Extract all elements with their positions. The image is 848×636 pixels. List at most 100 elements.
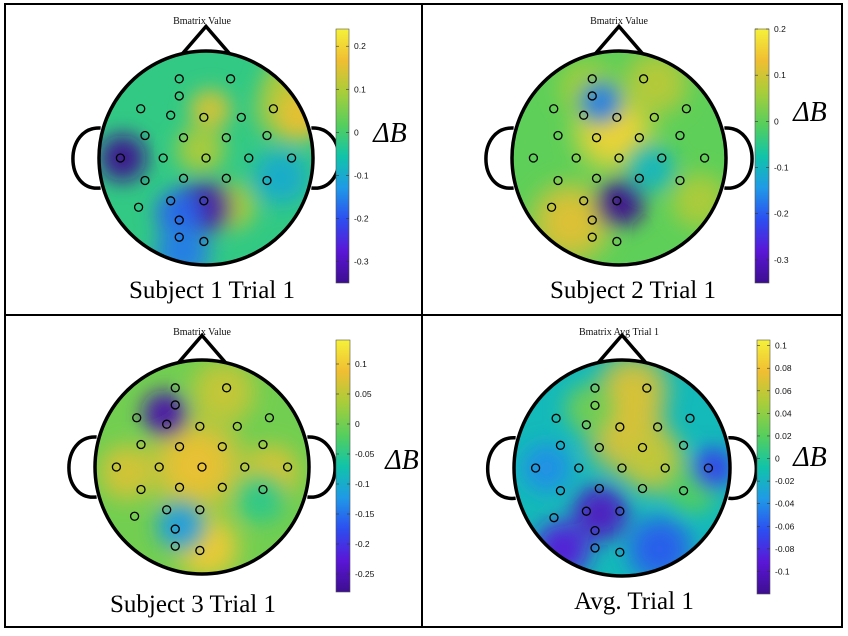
colorbar-tick-label: -0.1 (774, 163, 789, 173)
colorbar-tick-label: 0.06 (775, 386, 792, 396)
electrode-marker (574, 463, 584, 473)
electrode-marker (199, 112, 209, 122)
electrode-marker (555, 440, 566, 450)
heatmap-blob (617, 506, 703, 576)
colorbar-tick-label: 0 (354, 127, 359, 137)
colorbar (335, 28, 350, 284)
electrode-marker (174, 91, 184, 101)
colorbar (754, 28, 770, 284)
colorbar-label: ΔB (372, 118, 407, 149)
right-ear-outline (724, 126, 754, 190)
electrode-marker (549, 513, 559, 523)
colorbar-label: ΔB (792, 97, 827, 128)
electrode-marker (115, 153, 126, 163)
topo-chart-4: Bmatrix Avg Trial 1 0.1 0.08 0.06 0.04 0.02 0 -… (485, 327, 827, 615)
colorbar (756, 339, 771, 595)
heatmap-blob (144, 214, 221, 265)
colorbar-tick-label: 0.1 (774, 70, 786, 80)
electrode-group (528, 74, 710, 247)
electrode-marker (587, 74, 597, 84)
electrode-marker (244, 153, 254, 163)
colorbar-tick-label: -0.1 (355, 479, 370, 489)
electrode-marker (258, 484, 268, 495)
heatmap-blob (181, 360, 266, 435)
electrode-marker (587, 215, 597, 225)
panel-label: Subject 2 Trial 1 (550, 277, 716, 304)
colorbar-tick-label: 0.05 (355, 389, 372, 399)
electrode-marker (232, 421, 242, 431)
electrode-marker (612, 236, 622, 247)
electrode-marker (199, 196, 209, 206)
electrode-marker (591, 133, 602, 143)
panel-label: Subject 3 Trial 1 (110, 591, 276, 618)
electrode-marker (136, 439, 146, 450)
colorbar-tick-label: 0.2 (354, 41, 366, 51)
panel-label: Subject 1 Trial 1 (129, 277, 295, 304)
heatmap-blobs (95, 360, 309, 574)
electrode-marker (546, 202, 557, 212)
electrode-marker (590, 525, 600, 536)
nose-outline (594, 23, 644, 55)
colorbar-tick-label: 0 (774, 116, 779, 126)
colorbar-tick-label: -0.02 (775, 476, 795, 486)
heatmap-field (99, 51, 313, 265)
colorbar-ticks: 0.1 0.05 0 -0.05 -0.1 -0.15 -0.2 -0.25 (336, 359, 375, 579)
electrode-marker (657, 153, 667, 163)
electrode-marker (264, 413, 275, 423)
electrode-marker (170, 383, 180, 393)
electrode-marker (652, 422, 663, 432)
electrode-marker (660, 463, 670, 473)
electrode-marker (262, 130, 272, 141)
electrode-marker (675, 175, 685, 186)
electrode-marker (590, 543, 600, 553)
heatmap-field (512, 51, 726, 265)
electrode-marker (201, 153, 211, 163)
colorbar-tick-label: -0.04 (775, 499, 795, 509)
nose-outline (181, 23, 231, 55)
electrode-marker (225, 74, 236, 84)
electrode-marker (675, 130, 685, 141)
colorbar-tick-label: -0.2 (355, 539, 370, 549)
panel-label: Avg. Trial 1 (574, 588, 694, 615)
electrode-marker (195, 421, 205, 431)
electrode-marker (579, 196, 589, 206)
electrode-marker (154, 462, 164, 472)
heatmap-field (95, 360, 309, 574)
heatmap-blob (133, 382, 196, 445)
electrode-group (115, 74, 297, 247)
heatmap-blob (556, 375, 623, 442)
electrode-marker (571, 153, 581, 163)
colorbar-tick-label: 0.08 (775, 363, 792, 373)
electrode-marker (615, 547, 625, 557)
colorbar-tick-label: -0.05 (355, 449, 375, 459)
electrode-marker (132, 413, 142, 423)
colorbar-tick-label: -0.15 (355, 509, 375, 519)
electrode-marker (594, 483, 604, 494)
head-outline (97, 49, 315, 267)
electrode-marker (140, 175, 150, 186)
colorbar-tick-label: 0.1 (775, 341, 787, 351)
topo-chart-2: Bmatrix Value 0.2 0.1 0 -0.1 -0.2 -0.3 ΔB Subjec… (484, 16, 827, 304)
electrode-marker (555, 486, 566, 496)
electrode-marker (240, 462, 250, 472)
right-ear-outline (728, 436, 759, 501)
heatmap-blob (147, 492, 214, 559)
electrode-marker (581, 420, 592, 430)
electrode-marker (136, 484, 146, 495)
electrode-marker (549, 104, 559, 114)
electrode-marker (553, 175, 563, 186)
electrode-marker (591, 173, 602, 183)
right-ear-outline (311, 126, 341, 190)
heatmap-blob (227, 466, 294, 533)
colorbar-tick-label: -0.1 (775, 566, 790, 576)
panel-subject-3: Bmatrix Value 0.1 0.05 0 -0.05 -0.1 -0.15 -0.2 -… (4, 314, 423, 628)
electrode-marker (286, 153, 297, 163)
electrode-marker (685, 413, 695, 423)
topo-chart-3: Bmatrix Value 0.1 0.05 0 -0.05 -0.1 -0.15 -0.2 -… (67, 327, 419, 618)
heatmap-blob (514, 434, 580, 502)
electrode-marker (170, 541, 180, 551)
heatmap-blob (99, 125, 156, 191)
electrode-marker (174, 482, 185, 492)
colorbar-tick-label: -0.3 (774, 255, 789, 265)
electrode-marker (649, 112, 659, 122)
